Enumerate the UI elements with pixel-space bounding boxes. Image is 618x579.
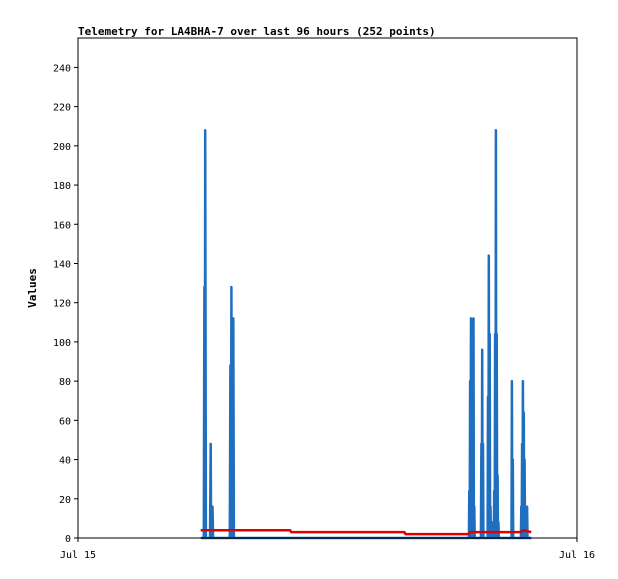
plot-frame bbox=[77, 37, 578, 539]
y-axis: 0 20 40 60 80 100 120 140 160 180 200 220 240 bbox=[53, 63, 78, 545]
x-axis: Jul 15 Jul 16 bbox=[60, 538, 595, 561]
y-tick-label: 160 bbox=[53, 220, 71, 231]
y-tick-label: 20 bbox=[59, 495, 71, 506]
x-tick-label: Jul 16 bbox=[559, 550, 595, 561]
y-tick-label: 240 bbox=[53, 63, 71, 74]
series-layer bbox=[200, 128, 532, 540]
y-tick-label: 120 bbox=[53, 299, 71, 310]
y-tick-label: 200 bbox=[53, 142, 71, 153]
y-tick-label: 180 bbox=[53, 181, 71, 192]
y-tick-label: 40 bbox=[59, 456, 71, 467]
y-tick-label: 80 bbox=[59, 377, 71, 388]
y-tick-label: 60 bbox=[59, 416, 71, 427]
y-tick-label: 140 bbox=[53, 259, 71, 270]
chart-title: Telemetry for LA4BHA-7 over last 96 hour… bbox=[78, 25, 436, 38]
series-line-1 bbox=[200, 128, 532, 540]
y-tick-label: 100 bbox=[53, 338, 71, 349]
y-tick-label: 220 bbox=[53, 103, 71, 114]
x-tick-label: Jul 15 bbox=[60, 550, 96, 561]
y-axis-label: Values bbox=[26, 268, 39, 308]
series-line-2 bbox=[200, 528, 532, 536]
y-tick-label: 0 bbox=[65, 534, 71, 545]
